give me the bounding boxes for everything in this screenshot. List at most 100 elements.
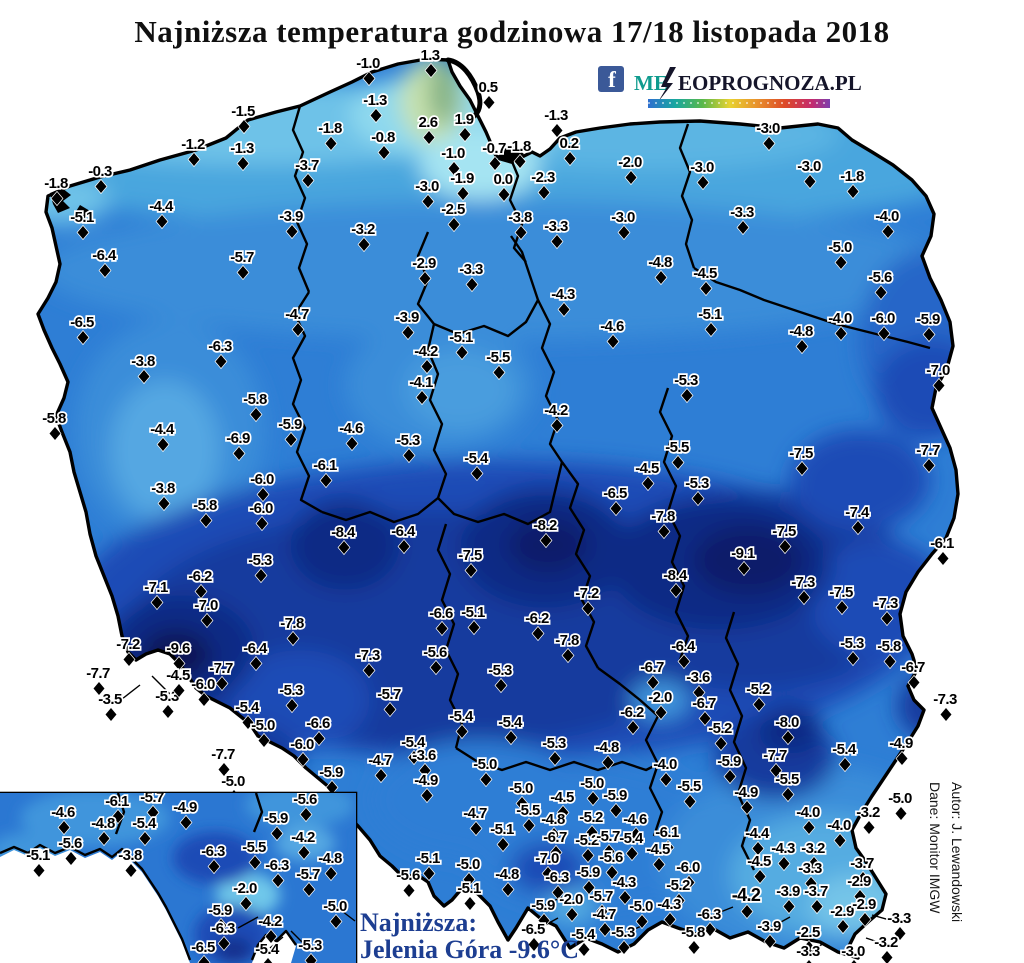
station-temp-label: -7.5 — [789, 445, 813, 462]
station-temp-label: -2.9 — [847, 873, 871, 890]
station-marker-icon — [345, 435, 359, 452]
station-temp-label: -7.8 — [651, 508, 675, 525]
station-marker-icon — [617, 224, 631, 241]
station-marker-icon — [324, 135, 338, 152]
station-temp-label: -5.7 — [589, 888, 613, 905]
station-temp-label: -6.1 — [655, 824, 679, 841]
station-marker-icon — [807, 855, 821, 872]
station-temp-label: -3.3 — [730, 204, 754, 221]
station-marker-icon — [422, 865, 436, 882]
station-temp-label: -5.0 — [251, 717, 275, 734]
station-marker-icon — [401, 324, 415, 341]
station-temp-label: -6.1 — [930, 535, 954, 552]
station-temp-label: -6.2 — [620, 704, 644, 721]
station-marker-icon — [618, 889, 632, 906]
station-temp-label: -4.7 — [285, 306, 309, 323]
station-temp-label: -7.8 — [280, 615, 304, 632]
station-temp-label: -6.1 — [105, 793, 129, 810]
station-temp-label: -5.6 — [868, 269, 892, 286]
station-temp-label: -6.4 — [243, 640, 268, 657]
station-temp-label: -5.9 — [576, 864, 600, 881]
station-temp-label: -6.3 — [545, 869, 569, 886]
station-marker-icon — [539, 532, 553, 549]
station-marker-icon — [302, 881, 316, 898]
station-marker-icon — [214, 917, 228, 934]
station-temp-label: -2.9 — [412, 255, 436, 272]
station-marker-icon — [762, 135, 776, 152]
facebook-icon-letter: f — [608, 67, 616, 92]
station-marker-icon — [249, 406, 263, 423]
station-temp-label: -7.3 — [933, 691, 957, 708]
station-marker-icon — [880, 610, 894, 627]
station-marker-icon — [671, 454, 685, 471]
station-marker-icon — [659, 771, 673, 788]
station-temp-label: -4.2 — [291, 829, 315, 846]
station-temp-label: -1.9 — [450, 170, 474, 187]
facebook-icon — [598, 66, 624, 92]
station-temp-label: -5.7 — [377, 686, 401, 703]
station-temp-label: -5.3 — [298, 937, 322, 954]
station-temp-label: -4.0 — [653, 756, 677, 773]
station-marker-icon — [595, 903, 609, 920]
station-temp-label: -5.1 — [449, 329, 473, 346]
station-temp-label: -3.0 — [797, 158, 821, 175]
station-temp-label: -4.3 — [612, 874, 636, 891]
station-temp-label: -4.6 — [600, 318, 624, 335]
station-temp-label: -6.1 — [313, 457, 337, 474]
station-temp-label: -4.7 — [463, 805, 487, 822]
station-marker-icon — [214, 353, 228, 370]
station-temp-label: -3.3 — [798, 860, 822, 877]
station-temp-label: -4.2 — [544, 402, 568, 419]
station-marker-icon — [629, 826, 643, 843]
station-marker-icon — [853, 888, 867, 905]
station-marker-icon — [522, 817, 536, 834]
lightning-icon — [658, 67, 676, 102]
station-marker-icon — [858, 911, 872, 928]
station-marker-icon — [301, 172, 315, 189]
station-temp-label: -3.2 — [801, 840, 825, 857]
station-marker-icon — [296, 751, 310, 768]
station-marker-icon — [48, 425, 62, 442]
station-marker-icon — [237, 118, 251, 135]
station-temp-label: -6.6 — [306, 715, 330, 732]
station-temp-label: -8.0 — [775, 714, 799, 731]
station-marker-icon — [699, 280, 713, 297]
station-temp-label: -7.5 — [829, 584, 853, 601]
station-temp-label: -6.4 — [671, 638, 696, 655]
station-temp-label: -5.6 — [396, 867, 420, 884]
station-marker-icon — [682, 874, 696, 891]
station-temp-label: -4.8 — [648, 254, 672, 271]
station-marker-icon — [257, 732, 271, 749]
station-marker-icon — [626, 719, 640, 736]
station-marker-icon — [833, 832, 847, 849]
station-marker-icon — [602, 843, 616, 860]
station-temp-label: -4.1 — [409, 374, 433, 391]
station-temp-label: -3.0 — [690, 159, 714, 176]
station-temp-label: -7.7 — [86, 665, 110, 682]
station-temp-label: -6.2 — [525, 610, 549, 627]
station-marker-icon — [881, 223, 895, 240]
station-marker-icon — [64, 850, 78, 867]
station-temp-label: -1.3 — [363, 92, 387, 109]
station-marker-icon — [357, 236, 371, 253]
station-marker-icon — [467, 619, 481, 636]
station-temp-label: -3.8 — [131, 353, 155, 370]
station-marker-icon — [646, 674, 660, 691]
station-temp-label: -7.0 — [535, 850, 559, 867]
station-temp-label: -5.1 — [26, 847, 50, 864]
station-temp-label: -3.5 — [98, 691, 122, 708]
station-temp-label: -4.4 — [745, 825, 770, 842]
station-temp-label: -6.7 — [901, 659, 925, 676]
station-marker-icon — [501, 881, 515, 898]
station-marker-icon — [172, 655, 186, 672]
station-marker-icon — [236, 264, 250, 281]
station-marker-icon — [286, 630, 300, 647]
station-temp-label: -3.6 — [412, 747, 436, 764]
station-marker-icon — [304, 952, 318, 963]
station-marker-icon — [838, 756, 852, 773]
station-temp-label: -3.7 — [804, 883, 828, 900]
station-marker-icon — [752, 696, 766, 713]
station-marker-icon — [402, 882, 416, 899]
station-temp-label: -7.4 — [845, 504, 870, 521]
station-temp-label: -7.5 — [772, 523, 796, 540]
